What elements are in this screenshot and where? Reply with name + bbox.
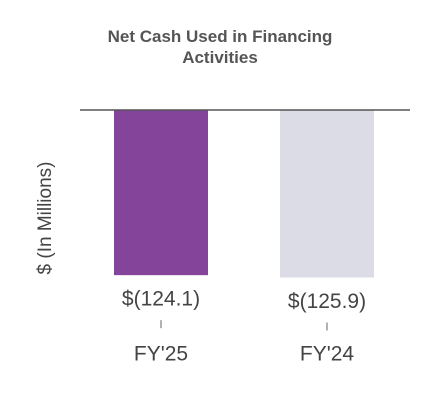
bar [114, 110, 208, 276]
y-axis-label: $ (In Millions) [35, 162, 56, 275]
bar [280, 110, 374, 278]
x-tick-label: FY'25 [134, 343, 188, 366]
x-tick-label: FY'24 [300, 343, 355, 366]
value-label: $(125.9) [288, 290, 366, 313]
chart-title: Net Cash Used in Financing Activities [107, 27, 333, 67]
value-label: $(124.1) [122, 288, 200, 311]
